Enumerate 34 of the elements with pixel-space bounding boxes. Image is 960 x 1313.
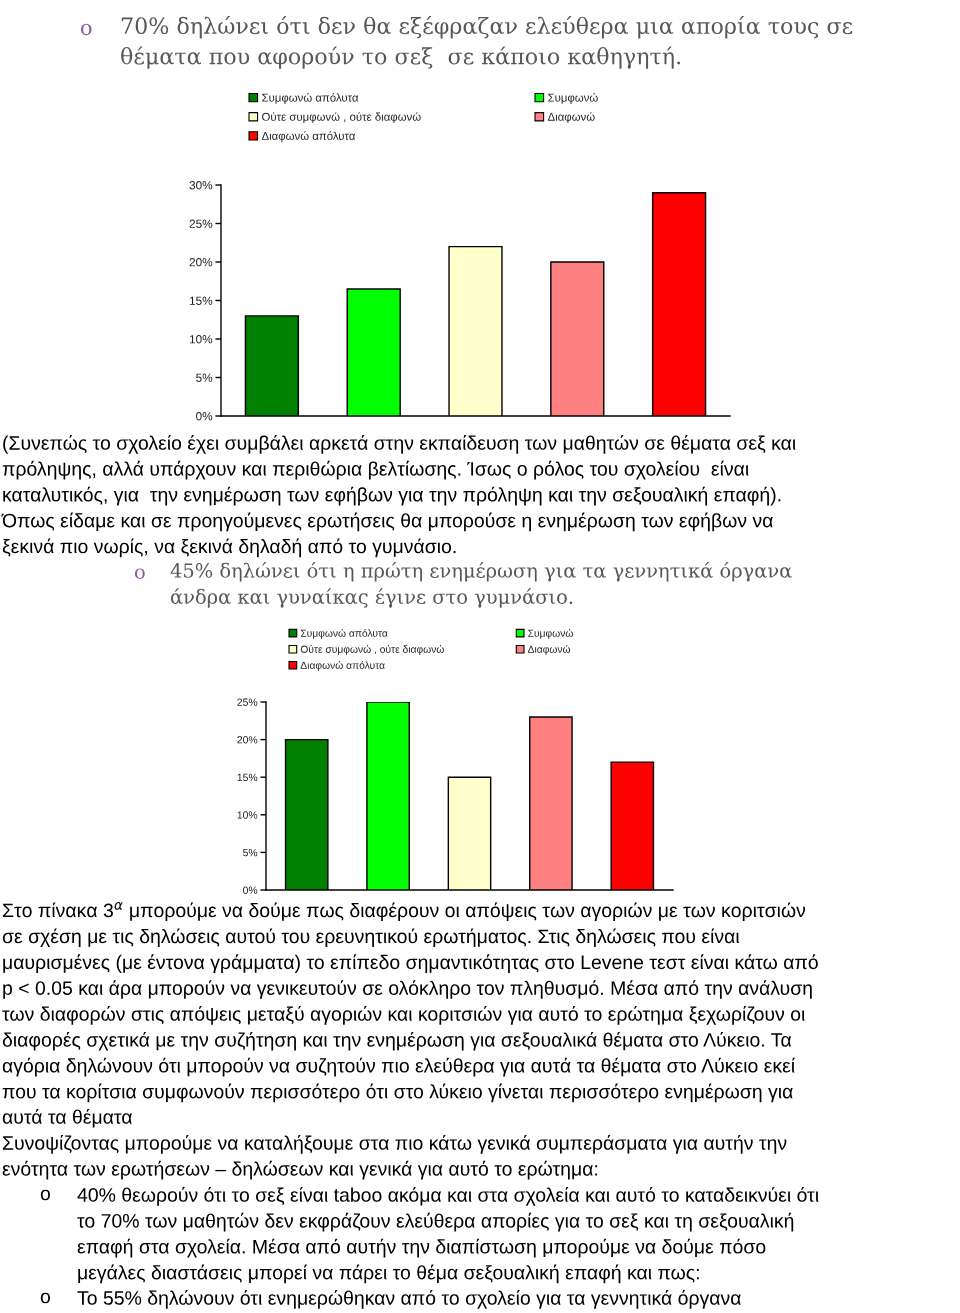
y-tick-label: 25% (189, 219, 213, 228)
y-tick-label: 10% (237, 811, 258, 819)
legend-label: Διαφωνώ (547, 112, 595, 124)
text: o (134, 568, 145, 580)
y-tick-label: 5% (243, 848, 258, 857)
text: o (40, 1189, 50, 1201)
y-tick-label: 20% (189, 258, 213, 267)
legend-label: Ούτε συμφωνώ , ούτε διαφωνώ (300, 645, 444, 655)
y-tick-label: 0% (243, 886, 258, 894)
legend-label: Συμφωνώ απόλυτα (300, 629, 388, 639)
legend-label: Διαφωνώ απόλυτα (261, 131, 356, 143)
text: 40% θεωρούν ότι το σεξ είναι taboo ακόμα και στα σχολεία και αυτό το καταδεικνύει ότι το 70% των μαθητών δεν εκφράζουν ελεύθερα απορίες για το σεξ και τη σεξουαλική επαφή στα σχολεία. Μέσα από αυτήν την διαπίστωση μπορούμε να δούμε πόσο μεγάλες διαστάσεις μπορεί να πάρει το θέμα σεξουαλική επαφή και πως: (77, 1187, 819, 1284)
legend-label: Συμφωνώ απόλυτα (262, 93, 359, 104)
y-tick-label: 25% (237, 698, 258, 706)
y-tick-label: 20% (237, 736, 258, 744)
chart-title: 45% δηλώνει ότι η πρώτη ενημέρωση για τα γεννητικά όργανα άνδρα και γυναίκας έγινε στο γυμνάσιο. (170, 562, 792, 608)
text: Στο πίνακα 3$^{α}$ μπορούμε να δούμε πως διαφέρουν οι απόψεις των αγοριών με των κοριτσιών σε σχέση με τις δηλώσεις αυτού του ερευνητικού ερωτήματος. Στις δηλώσεις που είναι μαυρισμένες (με έντονα γράμματα) το επίπεδο σημαντικότητας στο Levene τεστ είναι κάτω από p < 0.05 και άρα μπορούν να γενικευτούν σε ολόκληρο τον πληθυσμό. Μέσα από την ανάλυση των διαφορών στις απόψεις μεταξύ αγοριών και κοριτσιών για αυτό το ερώτημα ξεχωρίζουν οι διαφορές σχετικά με την συζήτηση και την ενημέρωση για σεξουαλικά θέματα στο Λύκειο. Τα αγόρια δηλώνουν ότι μπορούν να συζητούν πιο ελεύθερα για αυτά τα θέματα στο Λύκειο εκεί που τα κορίτσια συμφωνούν περισσότερο ότι στο λύκειο γίνεται περισσότερο ενημέρωση για αυτά τα θέματα (2, 902, 818, 1128)
text: (Συνεπώς το σχολείο έχει συμβάλει αρκετά στην εκπαίδευση των μαθητών σε θέματα σεξ και πρόληψης, αλλά υπάρχουν και περιθώρια βελτίωσης. Ίσως ο ρόλος του σχολείου είναι καταλυτικός, για την ενημέρωση των εφήβων για την πρόληψη και την σεξουαλική επαφή). Όπως είδαμε και σε προηγούμενες ερωτήσεις θα μπορούσε η ενημέρωση των εφήβων να ξεκινά πιο νωρίς, να ξεκινά δηλαδή από το γυμνάσιο. (1, 435, 796, 558)
text: o (81, 23, 92, 36)
legend-label: Διαφωνώ απόλυτα (300, 661, 385, 671)
y-tick-label: 10% (189, 335, 213, 344)
y-tick-label: 15% (237, 773, 258, 782)
legend-label: Συμφωνώ (548, 93, 598, 104)
text: Συνοψίζοντας μπορούμε να καταλήξουμε στα πιο κάτω γενικά συμπεράσματα για αυτήν την ενότητα των ερωτήσεων – δηλώσεων και γενικά για αυτό το ερώτημα: (2, 1135, 787, 1180)
legend-label: Ούτε συμφωνώ , ούτε διαφωνώ (262, 112, 421, 124)
text: o (40, 1292, 50, 1304)
y-tick-label: 15% (189, 296, 213, 305)
y-tick-label: 0% (196, 412, 213, 421)
y-tick-label: 30% (189, 181, 213, 190)
legend-label: Συμφωνώ (528, 629, 573, 639)
text: Το 55% δηλώνουν ότι ενημερώθηκαν από το σχολείο για τα γεννητικά όργανα (77, 1290, 741, 1309)
chart-title: 70% δηλώνει ότι δεν θα εξέφραζαν ελεύθερα μια απορία τους σε θέματα που αφορούν το σεξ σε κάποιο καθηγητή. (121, 16, 853, 69)
legend-label: Διαφωνώ (527, 645, 571, 655)
y-tick-label: 5% (196, 373, 213, 382)
